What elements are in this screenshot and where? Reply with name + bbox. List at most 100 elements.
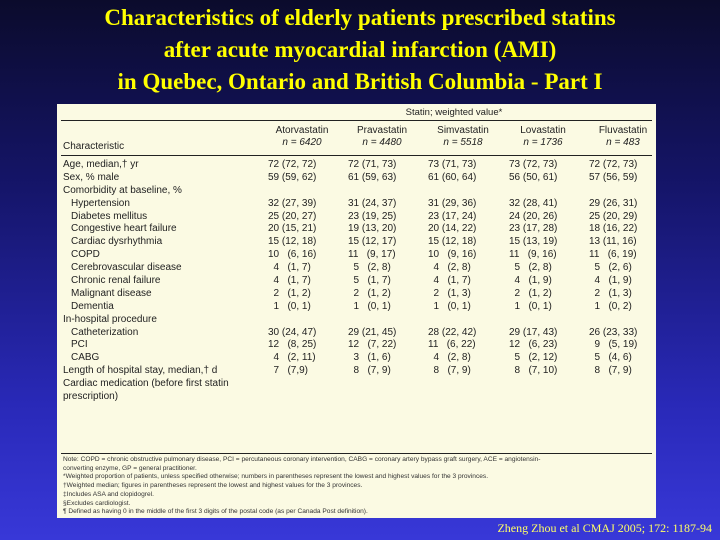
column-header-lovastatin: Lovastatin n = 1736 [502, 125, 584, 149]
table-cell: 8 (7, 9) [428, 365, 471, 377]
table-cell: 7 (7,9) [268, 365, 309, 377]
row-label: Catheterization [71, 326, 139, 338]
row-label: Cardiac medication (before first statin [63, 378, 229, 390]
table-row: Age, median,† yr 72 (72, 72) 72 (71, 73) 73… [61, 159, 652, 172]
table-cell: 23 (19, 25) [348, 210, 397, 222]
column-n: n = 4480 [362, 137, 402, 148]
table-cell: 61 (60, 64) [428, 171, 477, 183]
characteristic-header: Characteristic [63, 141, 125, 152]
table-cell: 59 (59, 62) [268, 171, 317, 183]
table-row: Dementia 1 (0, 1) 1 (0, 1) 1 (0, 1) 1 (0… [61, 301, 652, 314]
table-cell: 4 (2, 8) [428, 352, 471, 364]
table-row: Length of hospital stay, median,† d 7 (7… [61, 365, 652, 378]
table-cell: 1 (0, 1) [268, 300, 311, 312]
table-cell: 57 (56, 59) [589, 171, 638, 183]
table-row: Sex, % male 59 (59, 62) 61 (59, 63) 61 (60,… [61, 172, 652, 185]
table-cell: 24 (20, 26) [509, 210, 558, 222]
title-line-3: in Quebec, Ontario and British Columbia … [117, 69, 603, 94]
table-cell: 1 (0, 2) [589, 300, 632, 312]
column-n: n = 1736 [523, 137, 563, 148]
title-line-2: after acute myocardial infarction (AMI) [163, 37, 557, 62]
table-cell: 29 (26, 31) [589, 197, 638, 209]
table-cell: 2 (1, 2) [268, 287, 311, 299]
table-cell: 5 (2, 8) [348, 262, 391, 274]
table-cell: 5 (4, 6) [589, 352, 632, 364]
table-cell: 32 (27, 39) [268, 197, 317, 209]
table-cell: 5 (2, 12) [509, 352, 558, 364]
row-label: Cardiac dysrhythmia [71, 236, 163, 248]
footnote-line: †Weighted median; figures in parentheses… [63, 482, 363, 490]
column-header-fluvastatin: Fluvastatin n = 483 [582, 125, 656, 149]
table-cell: 25 (20, 29) [589, 210, 638, 222]
row-label: Length of hospital stay, median,† d [63, 365, 218, 377]
table-row: Chronic renal failure 4 (1, 7) 5 (1, 7) … [61, 275, 652, 288]
table-cell: 5 (2, 6) [589, 262, 632, 274]
table-cell: 28 (22, 42) [428, 326, 477, 338]
table-panel: Statin; weighted value* Characteristic A… [57, 104, 656, 518]
table-cell: 31 (29, 36) [428, 197, 477, 209]
column-name: Pravastatin [356, 125, 408, 136]
title-line-1: Characteristics of elderly patients pres… [104, 5, 616, 30]
table-cell: 2 (1, 3) [589, 287, 632, 299]
footnote-line: *Weighted proportion of patients, unless… [63, 473, 489, 481]
table-cell: 19 (13, 20) [348, 223, 397, 235]
table-cell: 4 (1, 9) [589, 275, 632, 287]
slide-title: Characteristics of elderly patients pres… [0, 2, 720, 98]
table-top-rule [61, 120, 652, 121]
table-row: Cardiac medication (before first statin [61, 378, 652, 391]
table-cell: 2 (1, 2) [509, 287, 552, 299]
table-cell: 72 (72, 73) [589, 159, 638, 170]
table-cell: 73 (72, 73) [509, 159, 558, 170]
table-row: prescription) [61, 391, 652, 404]
row-label: PCI [71, 339, 88, 351]
table-cell: 8 (7, 10) [509, 365, 558, 377]
table-row: Cardiac dysrhythmia 15 (12, 18) 15 (12, 17… [61, 236, 652, 249]
table-cell: 15 (12, 18) [268, 236, 317, 248]
table-cell: 23 (17, 24) [428, 210, 477, 222]
table-cell: 30 (24, 47) [268, 326, 317, 338]
footnote-line: §Excludes cardiologist. [63, 499, 131, 507]
table-row: Catheterization 30 (24, 47) 29 (21, 45) 28 … [61, 327, 652, 340]
table-cell: 26 (23, 33) [589, 326, 638, 338]
table-cell: 13 (11, 16) [589, 236, 637, 248]
table-row: Congestive heart failure 20 (15, 21) 19 (1… [61, 223, 652, 236]
footnote-line: ‡Includes ASA and clopidogrel. [63, 490, 154, 498]
table-body: Age, median,† yr 72 (72, 72) 72 (71, 73) 73… [61, 159, 652, 404]
table-cell: 2 (1, 3) [428, 287, 471, 299]
table-cell: 32 (28, 41) [509, 197, 558, 209]
row-label: CABG [71, 352, 100, 364]
table-cell: 61 (59, 63) [348, 171, 397, 183]
table-header-row: Characteristic Atorvastatin n = 6420 Pra… [61, 125, 652, 152]
table-cell: 25 (20, 27) [268, 210, 317, 222]
table-cell: 4 (1, 9) [509, 275, 552, 287]
table-cell: 4 (1, 7) [428, 275, 471, 287]
table-row: Hypertension 32 (27, 39) 31 (24, 37) 31 (29… [61, 198, 652, 211]
table-row: In-hospital procedure [61, 314, 652, 327]
table-row: Malignant disease 2 (1, 2) 2 (1, 2) 2 (1… [61, 288, 652, 301]
table-cell: 4 (1, 7) [268, 275, 311, 287]
column-name: Lovastatin [520, 125, 566, 136]
table-cell: 11 (6, 22) [428, 339, 476, 351]
table-cell: 3 (1, 6) [348, 352, 391, 364]
table-cell: 29 (21, 45) [348, 326, 397, 338]
table-row: Diabetes mellitus 25 (20, 27) 23 (19, 25) 2… [61, 211, 652, 224]
table-cell: 4 (2, 8) [428, 262, 471, 274]
citation: Zheng Zhou et al CMAJ 2005; 172: 1187-94 [497, 521, 712, 535]
table-cell: 15 (12, 17) [348, 236, 397, 248]
column-header-pravastatin: Pravastatin n = 4480 [341, 125, 423, 149]
footnote-line: ¶ Defined as having 0 in the middle of t… [63, 508, 368, 516]
table-cell: 2 (1, 2) [348, 287, 391, 299]
table-row: PCI 12 (8, 25) 12 (7, 22) 11 (6, 22) 12 (6, … [61, 339, 652, 352]
column-name: Simvastatin [437, 125, 489, 136]
row-label: Chronic renal failure [71, 275, 161, 287]
column-n: n = 5518 [443, 137, 483, 148]
footnote-line: converting enzyme, GP = general practiti… [63, 464, 197, 472]
table-cell: 4 (1, 7) [268, 262, 311, 274]
column-n: n = 6420 [282, 137, 322, 148]
table-header-rule [61, 155, 652, 156]
table-cell: 8 (7, 9) [589, 365, 632, 377]
table-cell: 29 (17, 43) [509, 326, 558, 338]
row-label: prescription) [63, 391, 119, 403]
table-cell: 1 (0, 1) [348, 300, 391, 312]
table-bottom-rule [61, 453, 652, 454]
